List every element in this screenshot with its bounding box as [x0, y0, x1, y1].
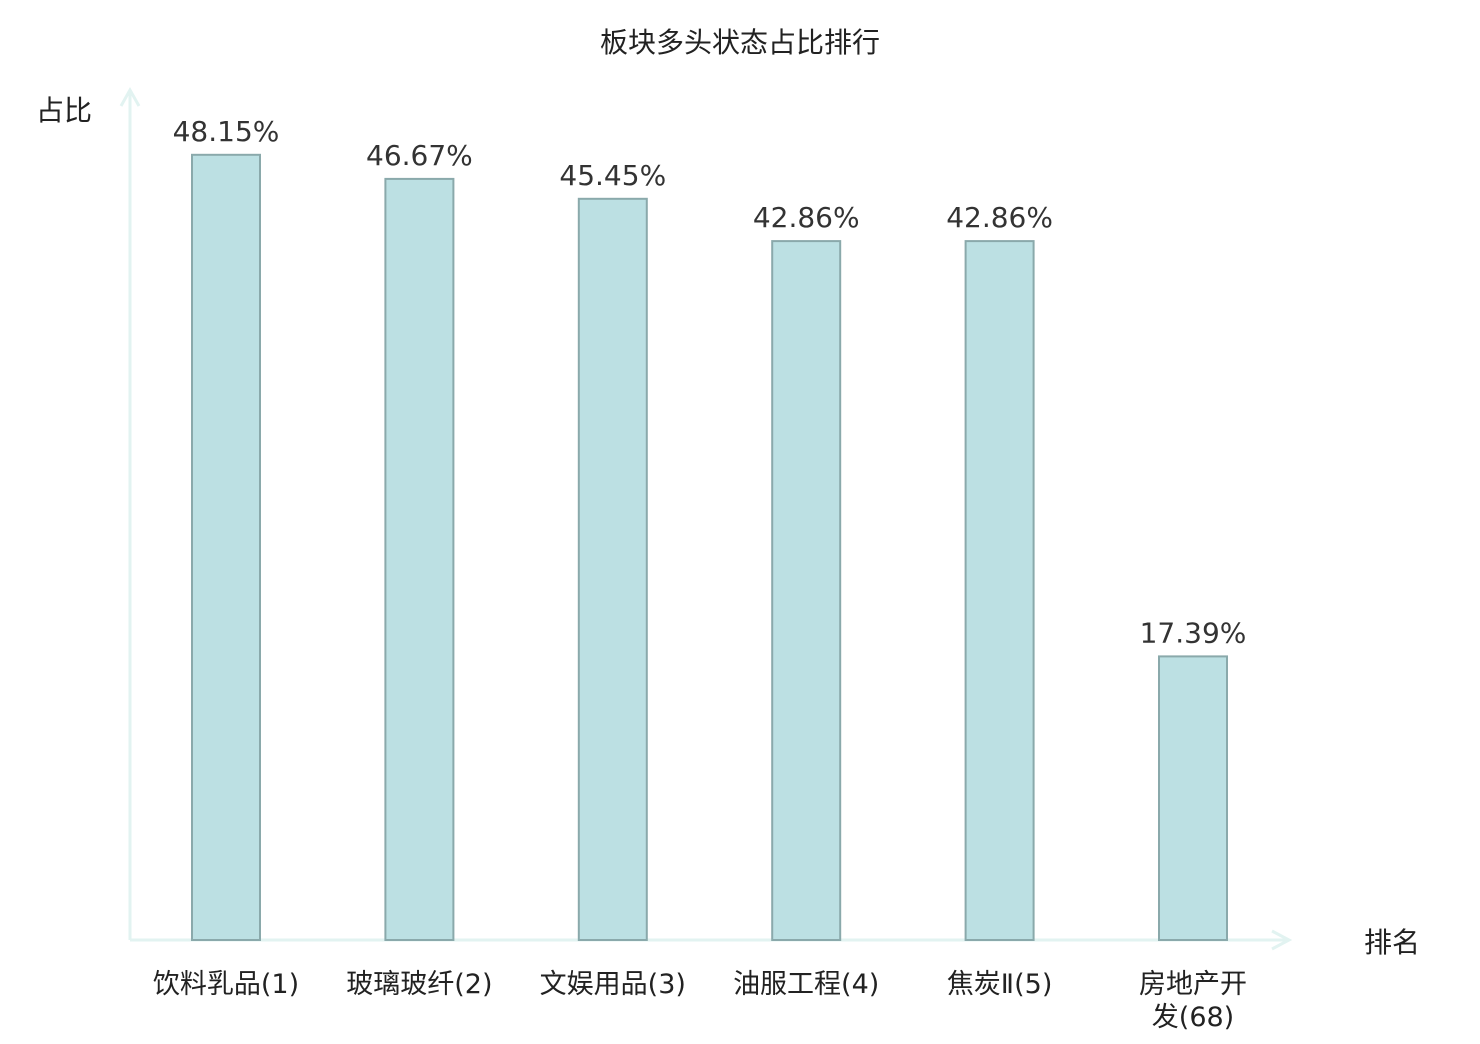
category-label-2: 玻璃玻纤(2) [346, 969, 492, 1000]
y-axis-label: 占比 [36, 94, 92, 127]
value-labels-group: 48.15% 46.67% 45.45% 42.86% 42.86% 17.39% [173, 115, 1247, 650]
category-label-3: 文娱用品(3) [540, 969, 686, 1000]
bar-2 [384, 177, 455, 941]
value-label-4: 42.86% [753, 201, 860, 234]
category-label-4: 油服工程(4) [733, 969, 879, 1000]
value-label-5: 42.86% [946, 201, 1053, 234]
bar-1 [191, 153, 261, 942]
bar-4 [771, 240, 842, 942]
category-labels-group: 饮料乳品(1) 玻璃玻纤(2) 文娱用品(3) 油服工程(4) 焦炭Ⅱ(5) 房地产开发(… [153, 969, 1247, 1033]
value-label-3: 45.45% [559, 159, 666, 192]
category-label-6-line-2: 发(68) [1152, 1002, 1234, 1033]
x-axis-arrowhead [1271, 929, 1293, 951]
bar-5 [964, 240, 1035, 942]
category-label-5: 焦炭Ⅱ(5) [947, 969, 1053, 1000]
x-axis-label: 排名 [1364, 926, 1420, 959]
bar-6 [1158, 655, 1228, 942]
chart-title: 板块多头状态占比排行 [600, 26, 880, 59]
value-label-2: 46.67% [366, 139, 473, 172]
value-label-6: 17.39% [1140, 616, 1247, 649]
value-label-1: 48.15% [173, 115, 280, 148]
category-label-6-line-1: 房地产开 [1139, 969, 1247, 1000]
category-label-1: 饮料乳品(1) [153, 969, 299, 1000]
y-axis-arrowhead [119, 86, 141, 107]
bar-3 [577, 197, 648, 942]
bars-group [191, 153, 1228, 942]
